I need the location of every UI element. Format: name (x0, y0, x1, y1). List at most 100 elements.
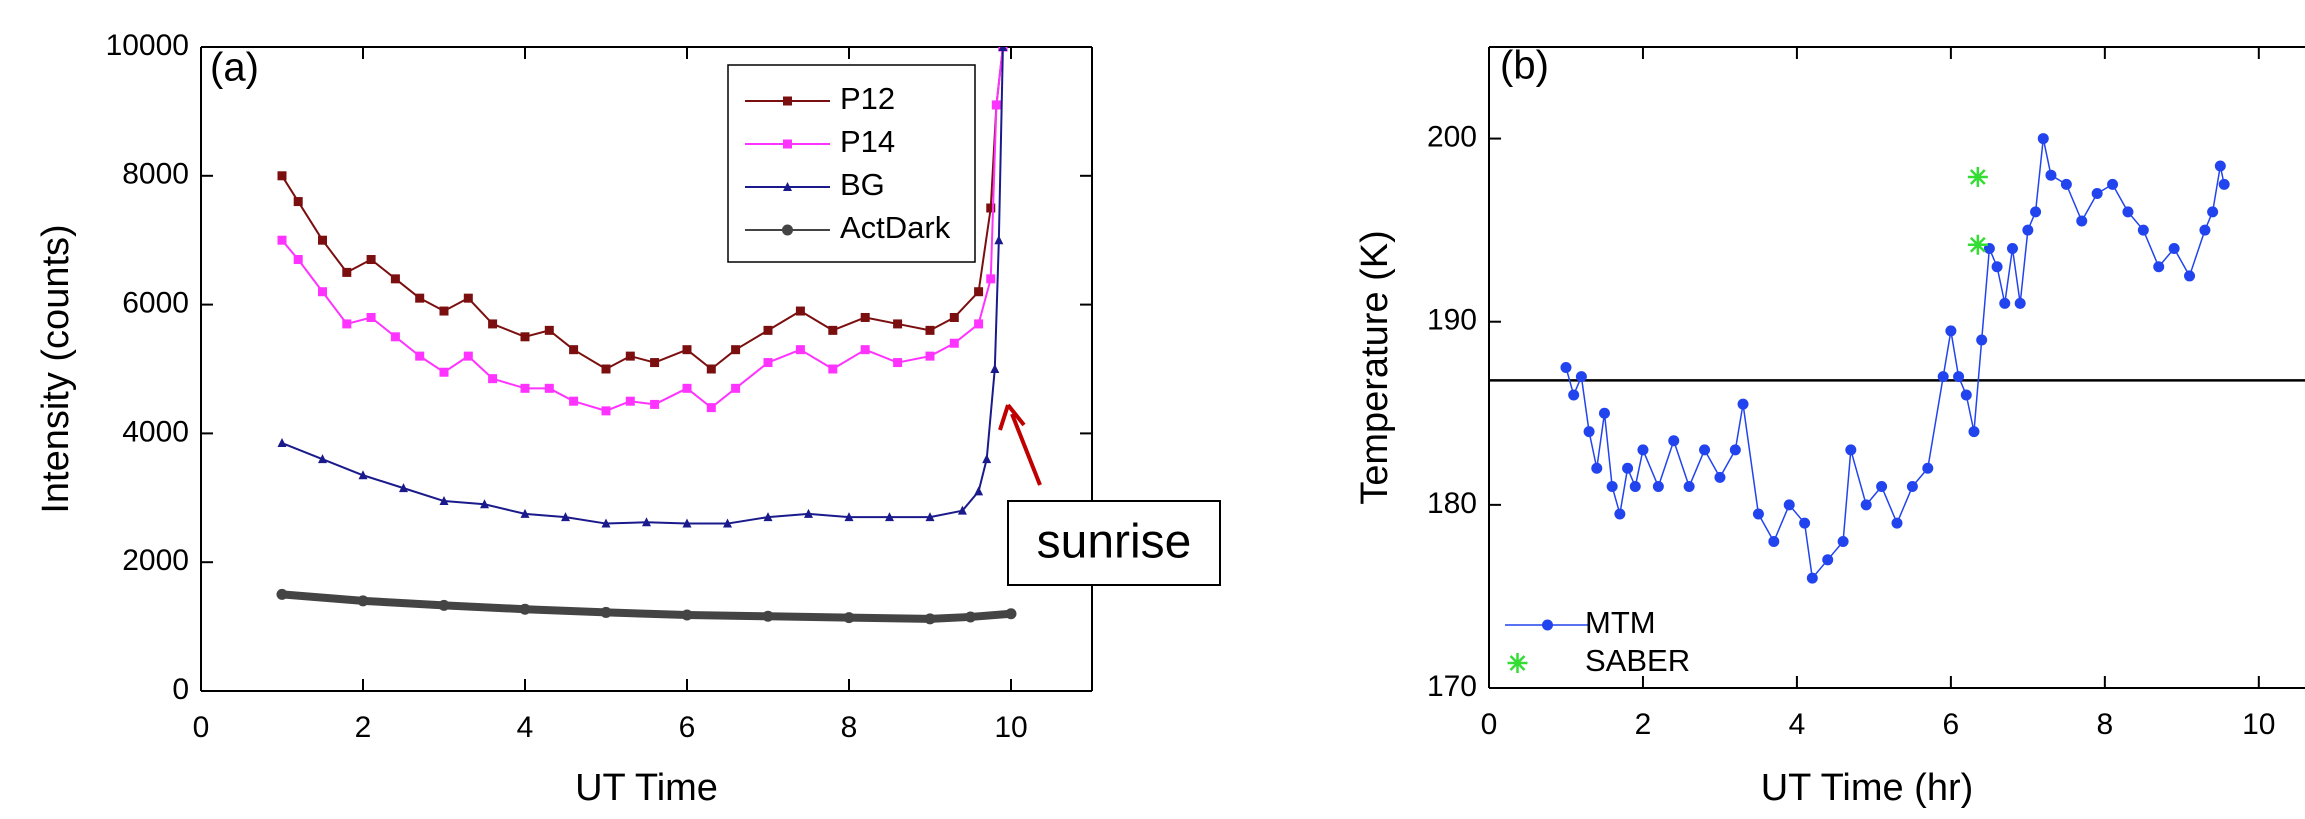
data-point (520, 383, 530, 393)
plot-area (1560, 133, 2230, 584)
data-point (1614, 508, 1626, 520)
y-tick-label: 180 (1427, 487, 1477, 520)
legend-label: SABER (1585, 643, 1690, 678)
data-point (463, 351, 473, 361)
y-tick-label: 2000 (122, 544, 189, 577)
legend-label: ActDark (840, 210, 951, 245)
data-point (544, 325, 554, 335)
data-point (1683, 481, 1695, 493)
data-point (415, 351, 425, 361)
data-point (519, 603, 531, 615)
data-point (438, 599, 450, 611)
data-point (561, 512, 570, 522)
legend-marker (783, 182, 792, 191)
legend-marker (1507, 653, 1528, 673)
data-point (569, 345, 579, 355)
y-tick-label: 6000 (122, 287, 189, 320)
data-point (1922, 462, 1934, 474)
data-point (762, 610, 774, 622)
data-point (415, 293, 425, 303)
x-tick-label: 2 (1635, 708, 1652, 741)
data-point (2207, 206, 2219, 218)
legend-label: P12 (840, 81, 895, 116)
data-point (390, 332, 400, 342)
data-point (828, 364, 838, 374)
data-point (1822, 554, 1834, 566)
data-point (358, 470, 368, 480)
data-point (600, 606, 612, 618)
data-point (1714, 471, 1726, 483)
data-point (277, 171, 287, 181)
data-point (1968, 426, 1980, 438)
data-point (293, 255, 303, 265)
data-point (488, 374, 498, 384)
data-point (2199, 224, 2211, 236)
x-tick-label: 8 (841, 711, 858, 744)
data-point (1752, 508, 1764, 520)
data-point (463, 293, 473, 303)
y-axis-title: Temperature (K) (1354, 230, 1396, 505)
data-point (1737, 398, 1749, 410)
data-point (706, 403, 716, 413)
data-point (1891, 517, 1903, 529)
legend-label: P14 (840, 124, 895, 159)
data-point (1668, 435, 1680, 447)
data-point (1768, 535, 1780, 547)
data-point (1699, 444, 1711, 456)
data-point (843, 612, 855, 624)
data-point (2168, 242, 2180, 254)
y-axis-title: Intensity (counts) (35, 224, 77, 513)
data-point (1575, 371, 1587, 383)
data-point (650, 399, 660, 409)
data-point (974, 287, 984, 297)
data-point (1860, 499, 1872, 511)
data-point (731, 345, 741, 355)
data-point (1799, 517, 1811, 529)
data-point (682, 518, 692, 528)
data-point (1606, 481, 1618, 493)
data-point (1591, 462, 1603, 474)
x-tick-label: 6 (1943, 708, 1960, 741)
x-axis-title: UT Time (hr) (1761, 767, 1974, 809)
data-point (318, 235, 327, 245)
data-point (1783, 499, 1795, 511)
data-point (1729, 444, 1741, 456)
data-point (925, 512, 935, 522)
x-tick-label: 0 (1481, 708, 1498, 741)
data-point (366, 312, 376, 322)
data-point (642, 517, 651, 527)
data-point (763, 358, 773, 368)
data-point (957, 505, 967, 515)
series-line (281, 47, 1004, 525)
data-point (2091, 188, 2103, 200)
data-point (2022, 224, 2034, 236)
data-point (706, 364, 716, 374)
data-point (277, 438, 287, 448)
panel-label: (a) (210, 46, 259, 90)
data-point (293, 197, 303, 207)
data-point (795, 306, 805, 316)
data-point (277, 235, 287, 245)
data-point (480, 499, 489, 509)
data-point (1967, 167, 1988, 188)
data-point (925, 325, 935, 335)
data-point (2076, 215, 2088, 227)
data-point (1960, 389, 1972, 401)
data-point (1945, 325, 1957, 337)
data-point (2107, 178, 2119, 190)
x-tick-label: 6 (679, 711, 696, 744)
data-point (924, 613, 936, 625)
series-line (278, 590, 1015, 623)
data-point (439, 306, 449, 316)
data-point (2218, 178, 2230, 190)
data-point (893, 358, 903, 368)
data-point (1999, 297, 2011, 309)
data-point (625, 396, 635, 406)
x-tick-label: 10 (994, 711, 1027, 744)
data-point (342, 267, 352, 277)
y-tick-label: 4000 (122, 415, 189, 448)
y-tick-label: 8000 (122, 158, 189, 191)
legend-marker (783, 139, 792, 149)
data-point (982, 454, 992, 464)
data-point (2037, 133, 2049, 145)
